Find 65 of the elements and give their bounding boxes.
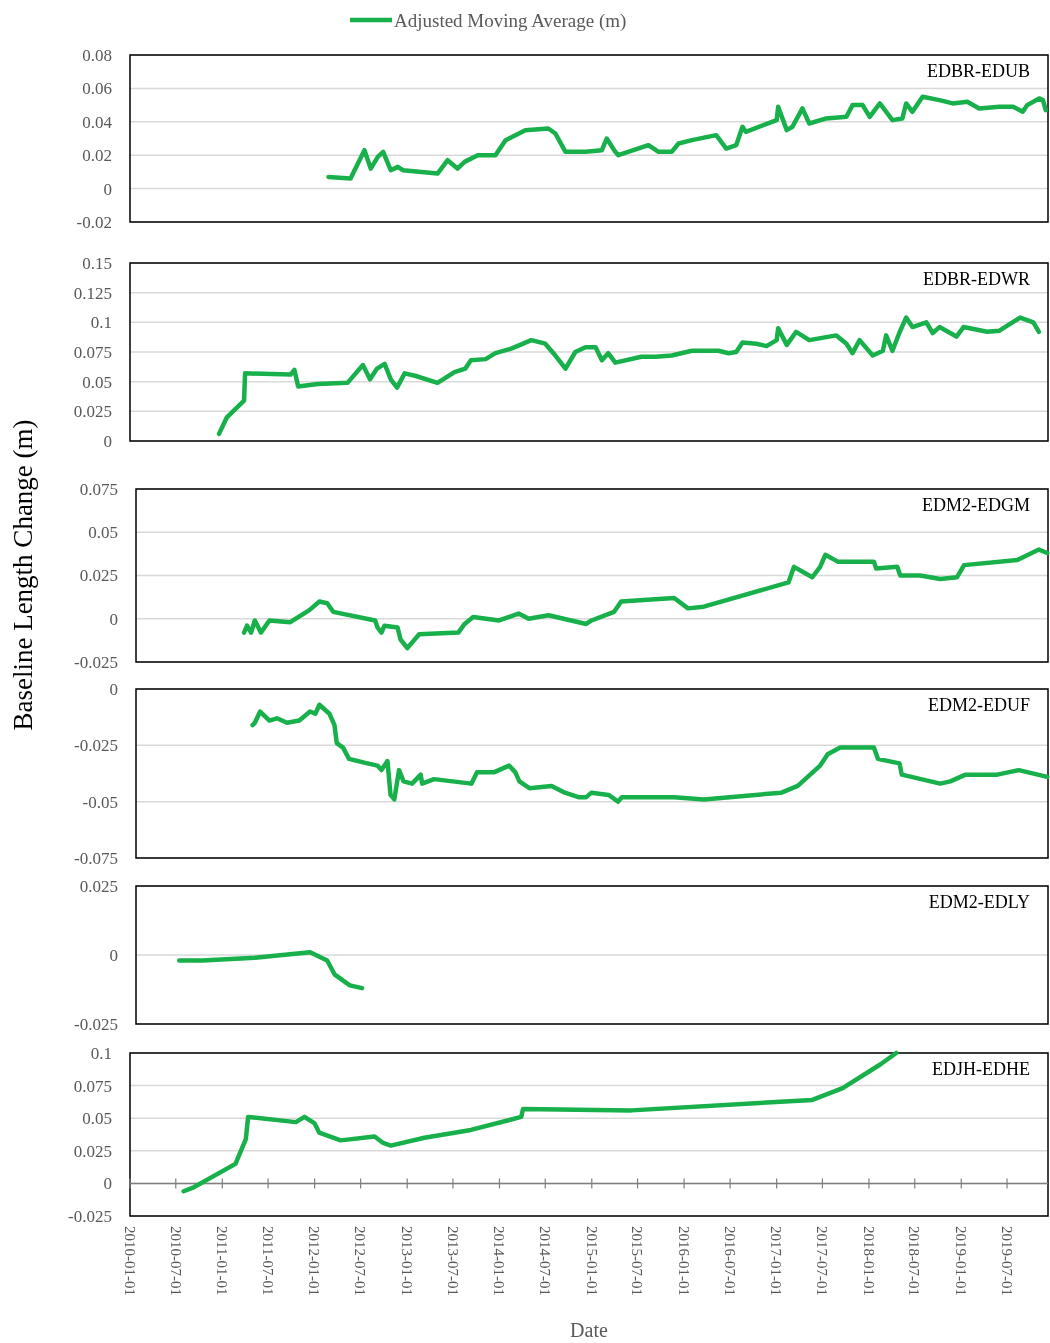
line-series [176,949,365,991]
y-tick-label: 0.025 [79,566,118,586]
chart-title: EDM2-EDUF [928,695,1030,715]
x-tick-label: 2012-01-01 [306,1226,323,1296]
y-tick-label: 0.05 [82,372,112,392]
y-tick-label: 0.025 [73,402,112,422]
y-tick-label: 0 [109,945,118,965]
y-tick-label: 0.04 [82,112,113,132]
x-tick-label: 2018-07-01 [906,1226,923,1296]
x-tick-label: 2013-07-01 [444,1226,461,1296]
x-tick-label: 2017-07-01 [814,1226,831,1296]
x-tick-label: 2016-07-01 [721,1226,738,1296]
y-tick-label: -0.05 [82,792,118,812]
legend-label: Adjusted Moving Average (m) [394,9,627,32]
chart-title: EDBR-EDUB [927,61,1030,81]
y-tick-label: -0.02 [76,212,112,232]
chart-title: EDM2-EDGM [922,495,1030,515]
x-tick-label: 2019-01-01 [953,1226,970,1296]
x-tick-label: 2014-01-01 [491,1226,508,1296]
x-tick-label: 2012-07-01 [352,1226,369,1296]
line-series [241,547,1050,651]
y-tick-label: 0 [103,179,112,199]
x-tick-label: 2019-07-01 [998,1226,1015,1296]
y-tick-label: 0.02 [82,146,112,166]
y-tick-label: 0 [103,1174,112,1194]
x-tick-label: 2016-01-01 [675,1226,692,1296]
chart-title: EDJH-EDHE [932,1059,1030,1079]
x-tick-label: 2018-01-01 [860,1226,877,1296]
x-tick-label: 2013-01-01 [398,1226,415,1296]
y-tick-label: 0.075 [73,1076,112,1096]
x-tick-label: 2015-07-01 [629,1226,646,1296]
y-tick-label: 0.075 [73,342,112,362]
y-tick-label: 0.05 [82,1109,112,1129]
x-tick-label: 2015-01-01 [583,1226,600,1296]
y-tick-label: 0 [109,679,118,699]
y-tick-label: 0.1 [90,1043,112,1063]
y-tick-label: -0.025 [74,1014,118,1034]
y-tick-label: 0 [103,431,112,451]
line-series [216,315,1042,437]
y-tick-label: 0.08 [82,45,112,65]
y-tick-label: 0.05 [88,523,118,543]
y-tick-label: -0.075 [74,848,118,868]
x-tick-label: 2011-01-01 [214,1226,231,1296]
chart-title: EDBR-EDWR [923,269,1030,289]
y-tick-label: 0.06 [82,79,112,99]
x-tick-label: 2014-07-01 [537,1226,553,1296]
line-series [181,1050,899,1194]
x-axis-title: Date [570,1319,608,1341]
y-tick-label: 0.075 [79,479,118,499]
y-tick-label: 0.125 [73,283,112,303]
y-tick-label: 0.025 [79,876,118,896]
y-tick-label: 0.15 [82,253,112,273]
x-tick-label: 2017-01-01 [768,1226,785,1296]
y-tick-label: 0.025 [73,1141,112,1161]
chart-title: EDM2-EDLY [928,892,1030,912]
y-axis-title: Baseline Length Change (m) [8,419,38,731]
y-tick-label: 0 [109,609,118,629]
y-tick-label: 0.1 [90,313,112,333]
line-series [326,94,1048,181]
y-tick-label: -0.025 [74,652,118,672]
x-tick-label: 2010-07-01 [167,1226,184,1296]
y-tick-label: -0.025 [74,736,118,756]
y-tick-label: -0.025 [68,1206,112,1226]
x-tick-label: 2010-01-01 [121,1226,138,1296]
x-tick-label: 2011-07-01 [259,1226,276,1296]
